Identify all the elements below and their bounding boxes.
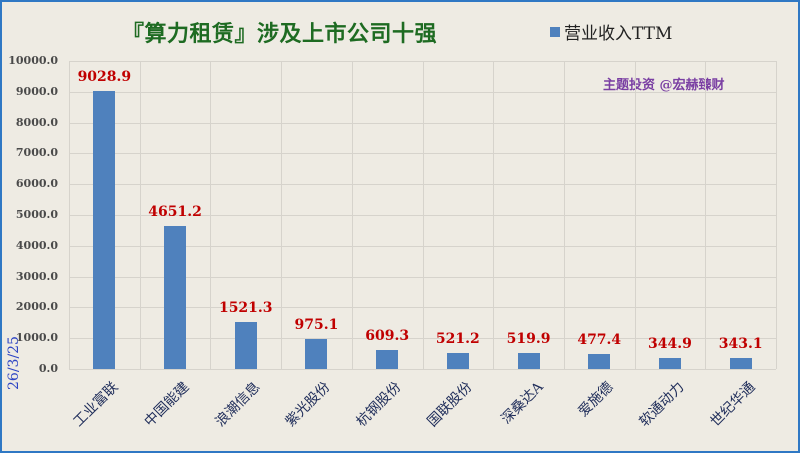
bar xyxy=(376,350,399,369)
y-tick-label: 5000.0 xyxy=(15,208,58,221)
gridline-vertical xyxy=(210,61,212,369)
x-tick-label: 紫光股份 xyxy=(282,379,334,431)
watermark: 主题投资 @宏赫臻财 xyxy=(603,78,725,93)
gridline-vertical xyxy=(139,61,141,369)
y-tick-label: 1000.0 xyxy=(15,331,58,345)
gridline-vertical xyxy=(705,61,707,369)
gridline-vertical xyxy=(776,61,777,369)
bar xyxy=(658,358,681,369)
y-tick-label: 6000.0 xyxy=(15,177,58,191)
gridline-horizontal xyxy=(69,369,776,370)
gridline-vertical xyxy=(351,61,353,369)
legend-label: 营业收入TTM xyxy=(564,24,673,44)
bar xyxy=(588,354,611,369)
gridline-vertical xyxy=(422,61,424,369)
data-label: 609.3 xyxy=(365,328,410,345)
data-label: 344.9 xyxy=(648,336,692,353)
bar xyxy=(729,358,752,369)
y-tick-label: 10000.0 xyxy=(8,54,58,67)
data-label: 1521.3 xyxy=(218,300,273,317)
bar xyxy=(93,90,116,369)
gridline-vertical xyxy=(563,61,565,369)
bar xyxy=(517,352,540,369)
y-tick-label: 3000.0 xyxy=(15,269,58,283)
bar xyxy=(164,225,187,369)
y-tick-label: 8000.0 xyxy=(15,115,58,129)
x-tick-label: 爱施德 xyxy=(575,379,617,421)
data-label: 477.4 xyxy=(577,332,622,349)
chart-title: 『算力租赁』涉及上市公司十强 xyxy=(122,21,438,47)
y-tick-label: 7000.0 xyxy=(15,146,58,160)
data-label: 343.1 xyxy=(718,336,763,353)
data-label: 521.2 xyxy=(435,330,480,347)
bar xyxy=(305,338,328,369)
gridline-vertical xyxy=(634,61,636,369)
x-tick-label: 工业富联 xyxy=(70,379,122,431)
x-tick-label: 国联股份 xyxy=(424,379,476,431)
x-tick-label: 软通动力 xyxy=(636,379,688,431)
data-label: 975.1 xyxy=(294,316,339,333)
y-tick-label: 0.0 xyxy=(38,362,58,375)
bar xyxy=(234,322,257,369)
legend-swatch-icon xyxy=(550,26,560,37)
x-tick-label: 世纪华通 xyxy=(707,379,759,431)
plot-area: 9028.9 4651.2 1521.3 975.1 609.3 521.2 519.9 47… xyxy=(69,61,777,370)
data-label: 519.9 xyxy=(506,330,551,347)
legend: 营业收入TTM xyxy=(550,19,672,44)
gridline-vertical xyxy=(281,61,283,369)
gridline-vertical xyxy=(69,61,70,369)
data-label: 4651.2 xyxy=(148,203,202,220)
x-tick-label: 浪潮信息 xyxy=(212,379,264,431)
gridline-vertical xyxy=(493,61,495,369)
x-tick-label: 杭钢股份 xyxy=(353,379,405,431)
y-tick-label: 2000.0 xyxy=(15,300,58,314)
y-tick-label: 9000.0 xyxy=(15,84,58,98)
bar xyxy=(446,352,469,369)
x-tick-label: 中国能建 xyxy=(141,379,193,431)
data-label: 9028.9 xyxy=(77,68,132,85)
x-tick-label: 深桑达A xyxy=(497,379,547,428)
y-tick-label: 4000.0 xyxy=(15,238,58,252)
